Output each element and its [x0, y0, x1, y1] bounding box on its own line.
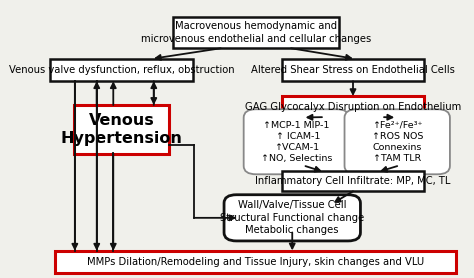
Text: Venous
Hypertension: Venous Hypertension [61, 113, 182, 146]
Text: GAG Glycocalyx Disruption on Endothelium: GAG Glycocalyx Disruption on Endothelium [245, 102, 461, 112]
FancyBboxPatch shape [173, 17, 338, 48]
FancyBboxPatch shape [224, 195, 360, 241]
FancyBboxPatch shape [50, 58, 193, 81]
Text: Inflammatory Cell Infiltrate: MP, MC, TL: Inflammatory Cell Infiltrate: MP, MC, TL [255, 176, 451, 186]
FancyBboxPatch shape [74, 105, 169, 153]
Text: Macrovenous hemodynamic and
microvenous endothelial and cellular changes: Macrovenous hemodynamic and microvenous … [141, 21, 371, 44]
Text: Altered Shear Stress on Endothelial Cells: Altered Shear Stress on Endothelial Cell… [251, 65, 455, 75]
Text: ↑Fe²⁺/Fe³⁺
↑ROS NOS
Connexins
↑TAM TLR: ↑Fe²⁺/Fe³⁺ ↑ROS NOS Connexins ↑TAM TLR [372, 121, 423, 163]
FancyBboxPatch shape [282, 171, 424, 191]
FancyBboxPatch shape [282, 58, 424, 81]
FancyBboxPatch shape [55, 251, 456, 274]
Text: MMPs Dilation/Remodeling and Tissue Injury, skin changes and VLU: MMPs Dilation/Remodeling and Tissue Inju… [87, 257, 425, 267]
Text: Wall/Valve/Tissue Cell
Structural Functional change
Metabolic changes: Wall/Valve/Tissue Cell Structural Functi… [220, 200, 365, 235]
FancyBboxPatch shape [244, 109, 349, 174]
Text: Venous valve dysfunction, reflux, obstruction: Venous valve dysfunction, reflux, obstru… [9, 65, 234, 75]
Text: ↑MCP-1 MIP-1
 ↑ ICAM-1
↑VCAM-1
↑NO, Selectins: ↑MCP-1 MIP-1 ↑ ICAM-1 ↑VCAM-1 ↑NO, Selec… [261, 121, 332, 163]
FancyBboxPatch shape [282, 96, 424, 117]
FancyBboxPatch shape [345, 109, 450, 174]
